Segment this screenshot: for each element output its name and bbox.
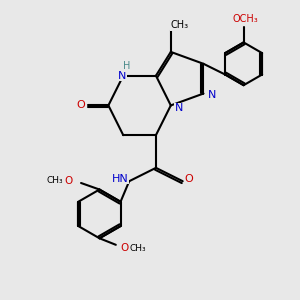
Text: O: O [185, 174, 194, 184]
Text: OCH₃: OCH₃ [232, 14, 258, 24]
Text: HN: HN [112, 174, 129, 184]
Text: O: O [77, 100, 85, 110]
Text: CH₃: CH₃ [171, 20, 189, 30]
Text: N: N [118, 71, 126, 81]
Text: H: H [122, 61, 130, 71]
Text: O: O [120, 243, 128, 254]
Text: N: N [175, 103, 183, 113]
Text: O: O [64, 176, 73, 186]
Text: CH₃: CH₃ [130, 244, 146, 253]
Text: N: N [208, 90, 216, 100]
Text: CH₃: CH₃ [46, 176, 63, 185]
